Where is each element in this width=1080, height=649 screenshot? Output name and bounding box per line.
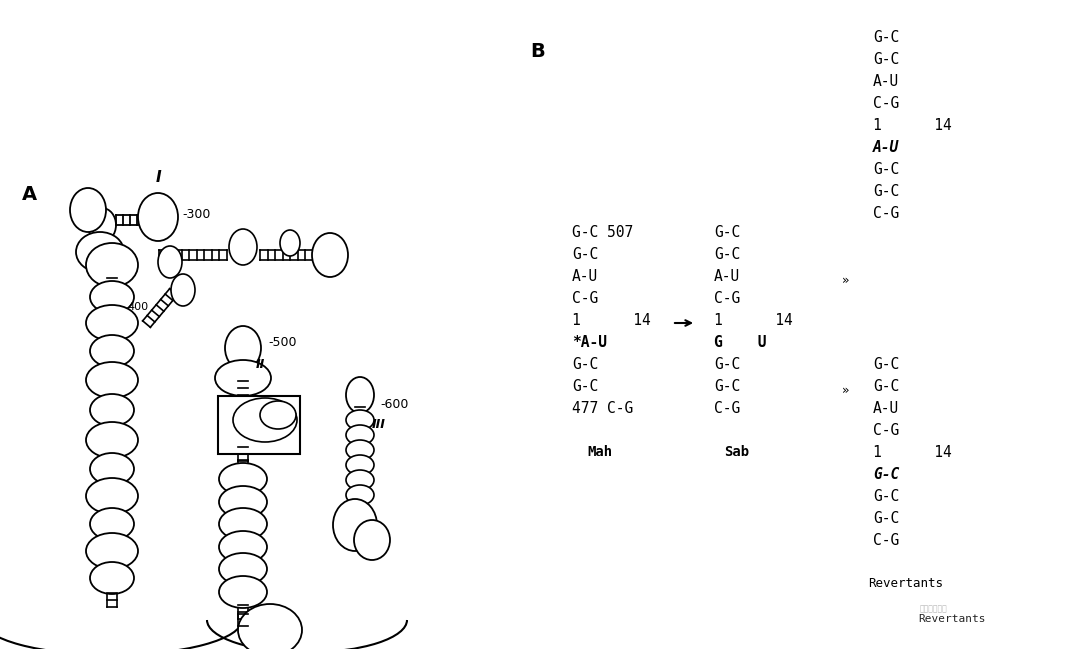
Text: G-C: G-C [572, 357, 598, 372]
Text: 1      14: 1 14 [714, 313, 793, 328]
Text: G-C: G-C [873, 379, 900, 394]
Text: 1      14: 1 14 [873, 445, 951, 460]
Text: I: I [156, 171, 161, 186]
Ellipse shape [219, 508, 267, 540]
Text: *A-U: *A-U [572, 335, 607, 350]
Text: 值什么值得买: 值什么值得买 [920, 604, 948, 613]
Text: 400: 400 [127, 302, 149, 312]
Text: G-C: G-C [714, 379, 740, 394]
Text: C-G: C-G [714, 401, 740, 416]
Ellipse shape [354, 520, 390, 560]
Ellipse shape [280, 230, 300, 256]
Ellipse shape [238, 604, 302, 649]
Ellipse shape [86, 243, 138, 287]
Bar [218, 396, 300, 454]
Ellipse shape [219, 463, 267, 495]
Text: G-C: G-C [714, 225, 740, 240]
Text: Revertants: Revertants [868, 577, 943, 590]
Ellipse shape [86, 362, 138, 398]
Ellipse shape [138, 193, 178, 241]
Text: A-U: A-U [714, 269, 740, 284]
Text: G-C: G-C [873, 184, 900, 199]
Ellipse shape [76, 232, 124, 272]
Text: B: B [530, 42, 544, 61]
Ellipse shape [90, 453, 134, 485]
Text: G-C: G-C [873, 52, 900, 67]
Ellipse shape [346, 470, 374, 490]
Text: C-G: C-G [873, 206, 900, 221]
Ellipse shape [346, 485, 374, 505]
Ellipse shape [219, 531, 267, 563]
Text: »: » [842, 384, 850, 397]
Ellipse shape [346, 410, 374, 430]
Text: III: III [372, 419, 386, 432]
Text: A-U: A-U [873, 140, 900, 155]
Ellipse shape [215, 360, 271, 396]
Text: C-G: C-G [873, 423, 900, 438]
Text: G-C 507: G-C 507 [572, 225, 633, 240]
Ellipse shape [346, 377, 374, 413]
Text: 1      14: 1 14 [572, 313, 651, 328]
Text: G-C: G-C [873, 30, 900, 45]
Text: A-U: A-U [572, 269, 598, 284]
Ellipse shape [260, 401, 296, 429]
Text: G-C: G-C [873, 511, 900, 526]
Text: Mah: Mah [588, 445, 612, 459]
Ellipse shape [90, 281, 134, 313]
Text: -300: -300 [183, 208, 211, 221]
Ellipse shape [346, 455, 374, 475]
Ellipse shape [87, 208, 116, 242]
Text: -500: -500 [268, 336, 297, 350]
Text: G-C: G-C [873, 467, 900, 482]
Ellipse shape [90, 394, 134, 426]
Text: G-C: G-C [572, 247, 598, 262]
Ellipse shape [90, 562, 134, 594]
Text: C-G: C-G [572, 291, 598, 306]
Text: 1      14: 1 14 [873, 118, 951, 133]
Text: G    U: G U [714, 335, 767, 350]
Ellipse shape [86, 305, 138, 341]
Text: G-C: G-C [873, 162, 900, 177]
Text: C-G: C-G [873, 96, 900, 111]
Ellipse shape [158, 246, 183, 278]
Text: Revertants: Revertants [918, 614, 986, 624]
Ellipse shape [86, 478, 138, 514]
Ellipse shape [219, 576, 267, 608]
Text: G-C: G-C [572, 379, 598, 394]
Text: 477 C-G: 477 C-G [572, 401, 633, 416]
Ellipse shape [90, 335, 134, 367]
Ellipse shape [86, 533, 138, 569]
Text: C-G: C-G [714, 291, 740, 306]
Ellipse shape [90, 508, 134, 540]
Text: G-C: G-C [714, 357, 740, 372]
Ellipse shape [333, 499, 377, 551]
Text: G-C: G-C [873, 489, 900, 504]
Text: II: II [256, 358, 266, 371]
Text: G-C: G-C [873, 357, 900, 372]
Ellipse shape [229, 229, 257, 265]
Text: A: A [22, 185, 37, 204]
Ellipse shape [225, 326, 261, 370]
Text: »: » [842, 273, 850, 286]
Text: C-G: C-G [873, 533, 900, 548]
Ellipse shape [171, 274, 195, 306]
Ellipse shape [312, 233, 348, 277]
Ellipse shape [219, 486, 267, 518]
Text: -600: -600 [380, 398, 408, 411]
Ellipse shape [86, 422, 138, 458]
Text: A-U: A-U [873, 401, 900, 416]
Text: A-U: A-U [873, 74, 900, 89]
Ellipse shape [70, 188, 106, 232]
Ellipse shape [233, 398, 297, 442]
Ellipse shape [346, 440, 374, 460]
Text: Sab: Sab [724, 445, 750, 459]
Ellipse shape [346, 425, 374, 445]
Text: G-C: G-C [714, 247, 740, 262]
Ellipse shape [219, 553, 267, 585]
